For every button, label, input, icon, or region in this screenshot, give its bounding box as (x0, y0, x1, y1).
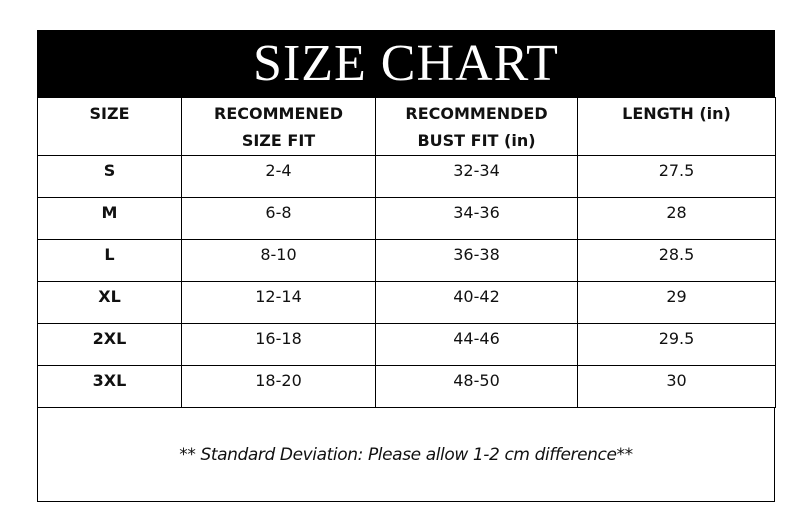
cell-bust-fit: 44-46 (375, 323, 578, 366)
cell-size-fit: 2-4 (181, 155, 376, 198)
cell-bust-fit: 32-34 (375, 155, 578, 198)
header-line: RECOMMENED (214, 104, 343, 123)
header-line: RECOMMENDED (405, 104, 548, 123)
table-row: 3XL 18-20 48-50 30 (37, 365, 776, 408)
cell-bust-fit: 36-38 (375, 239, 578, 282)
cell-length: 29.5 (577, 323, 776, 366)
table-row: 2XL 16-18 44-46 29.5 (37, 323, 776, 366)
header-size: SIZE (37, 97, 182, 156)
table-row: S 2-4 32-34 27.5 (37, 155, 776, 198)
size-table: SIZE RECOMMENED SIZE FIT RECOMMENDED BUST … (37, 97, 776, 408)
cell-size-fit: 6-8 (181, 197, 376, 240)
header-line: SIZE (89, 104, 130, 123)
cell-size-fit: 12-14 (181, 281, 376, 324)
table-row: M 6-8 34-36 28 (37, 197, 776, 240)
header-line: SIZE FIT (241, 131, 316, 150)
cell-size: M (37, 197, 182, 240)
cell-bust-fit: 34-36 (375, 197, 578, 240)
table-row: XL 12-14 40-42 29 (37, 281, 776, 324)
cell-size: 2XL (37, 323, 182, 366)
cell-size: 3XL (37, 365, 182, 408)
header-line: LENGTH (in) (622, 104, 731, 123)
cell-length: 28 (577, 197, 776, 240)
cell-size: S (37, 155, 182, 198)
cell-size-fit: 8-10 (181, 239, 376, 282)
cell-length: 28.5 (577, 239, 776, 282)
header-length: LENGTH (in) (577, 97, 776, 156)
cell-size: L (37, 239, 182, 282)
cell-length: 30 (577, 365, 776, 408)
deviation-note: ** Standard Deviation: Please allow 1-2 … (37, 408, 775, 502)
cell-length: 29 (577, 281, 776, 324)
header-line: BUST FIT (in) (417, 131, 536, 150)
size-chart: SIZE CHART SIZE RECOMMENED SIZE FIT RECOM… (37, 30, 776, 502)
cell-size-fit: 18-20 (181, 365, 376, 408)
header-size-fit: RECOMMENED SIZE FIT (181, 97, 376, 156)
cell-length: 27.5 (577, 155, 776, 198)
chart-title: SIZE CHART (37, 30, 775, 97)
table-row: L 8-10 36-38 28.5 (37, 239, 776, 282)
cell-size-fit: 16-18 (181, 323, 376, 366)
header-bust-fit: RECOMMENDED BUST FIT (in) (375, 97, 578, 156)
cell-bust-fit: 48-50 (375, 365, 578, 408)
cell-bust-fit: 40-42 (375, 281, 578, 324)
header-row: SIZE RECOMMENED SIZE FIT RECOMMENDED BUST … (37, 97, 776, 156)
cell-size: XL (37, 281, 182, 324)
